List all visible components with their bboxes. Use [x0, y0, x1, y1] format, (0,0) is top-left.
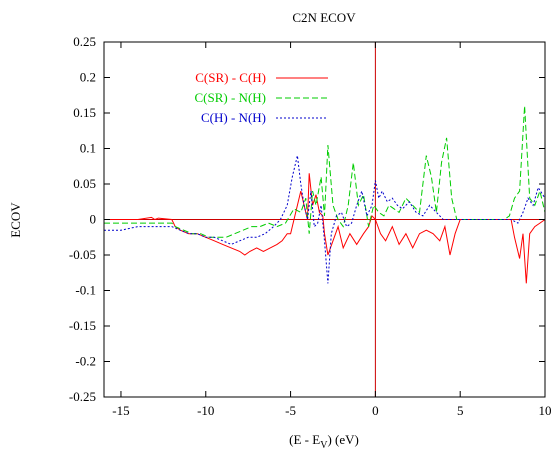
y-tick-label: -0.05 [69, 247, 96, 262]
y-tick-label: -0.25 [69, 389, 96, 404]
x-axis-label-sub: V [320, 440, 328, 451]
y-tick-label: 0.1 [80, 141, 96, 156]
y-tick-label: 0 [90, 212, 97, 227]
series-layer [104, 105, 545, 284]
y-tick-label: 0.15 [73, 105, 96, 120]
y-tick-label: -0.2 [75, 354, 96, 369]
y-tick-label: -0.1 [75, 283, 96, 298]
series-line-3 [104, 155, 545, 284]
x-tick-label: 0 [372, 403, 379, 418]
x-axis-label: (E - EV) (eV) [289, 432, 359, 451]
x-tick-label: -5 [285, 403, 296, 418]
chart-title: C2N ECOV [292, 10, 356, 25]
y-tick-label: -0.15 [69, 318, 96, 333]
y-tick-label: 0.05 [73, 176, 96, 191]
x-tick-label: -15 [112, 403, 129, 418]
legend-label-2: C(SR) - N(H) [195, 90, 267, 105]
x-tick-label: -10 [197, 403, 214, 418]
x-axis-label-main: (E - E [289, 432, 320, 447]
legend-label-3: C(H) - N(H) [201, 110, 266, 125]
legend: C(SR) - C(H) C(SR) - N(H) C(H) - N(H) [195, 70, 328, 125]
x-tick-label: 5 [457, 403, 464, 418]
legend-label-1: C(SR) - C(H) [195, 70, 266, 85]
axis-ticks: -0.25 -0.2 -0.15 -0.1 -0.05 0 0.05 0.1 0.15 0.2 0.… [69, 34, 552, 418]
y-axis-label: ECOV [8, 202, 23, 238]
x-axis-label-tail: ) (eV) [327, 432, 358, 447]
series-line-1 [104, 173, 545, 284]
series-line-2 [104, 105, 545, 238]
y-tick-label: 0.25 [73, 34, 96, 49]
y-tick-label: 0.2 [80, 70, 96, 85]
x-tick-label: 10 [539, 403, 552, 418]
